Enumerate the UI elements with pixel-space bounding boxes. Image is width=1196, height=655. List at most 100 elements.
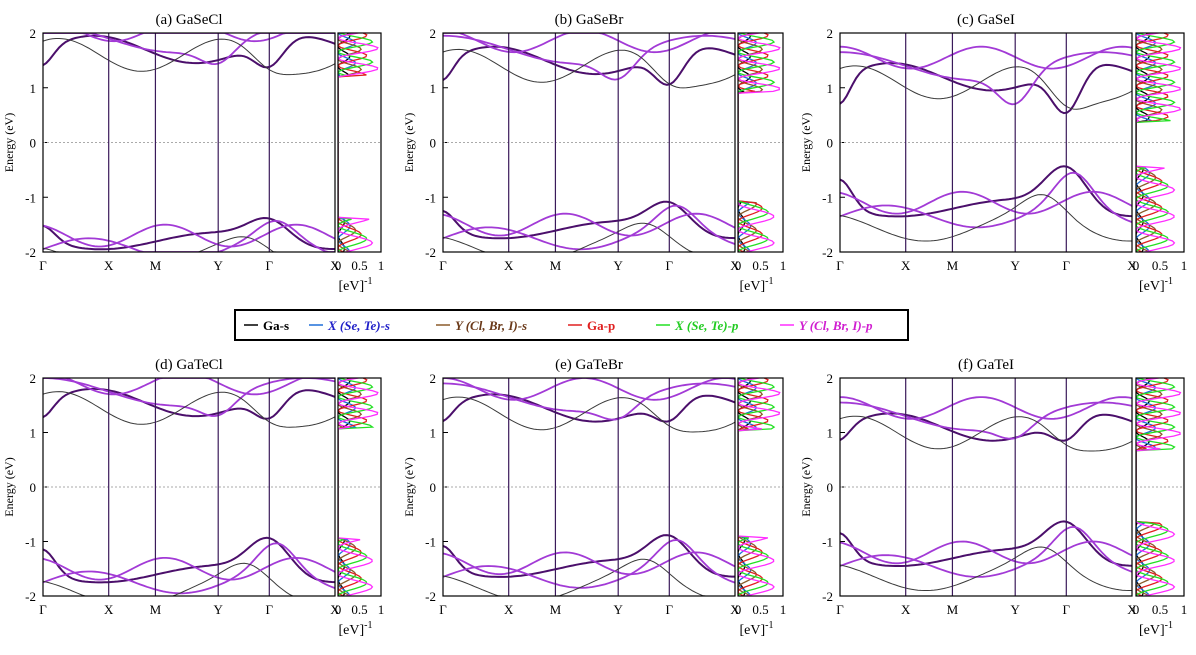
y-tick-label: 1 xyxy=(430,81,437,96)
k-point-label: M xyxy=(947,258,959,273)
y-tick-label: 2 xyxy=(30,26,37,41)
dos-curve xyxy=(1136,33,1176,252)
dos-curve xyxy=(1136,33,1182,252)
valence-band xyxy=(840,165,1132,218)
k-point-label: X xyxy=(330,602,340,617)
k-point-label: X xyxy=(901,602,911,617)
k-point-label: Y xyxy=(214,602,224,617)
y-tick-label: 2 xyxy=(430,371,437,386)
plot-frame xyxy=(442,32,736,253)
dos-curve xyxy=(338,378,363,596)
conduction-band xyxy=(43,378,335,417)
dos-tick-label: 1 xyxy=(1181,258,1188,273)
k-point-label: X xyxy=(330,258,340,273)
conduction-band xyxy=(43,33,335,43)
conduction-band xyxy=(443,393,735,423)
dos-axis-label: [eV]-1 xyxy=(339,276,373,294)
dos-curves xyxy=(738,33,781,252)
plot-frame xyxy=(42,377,336,597)
dos-axis-exponent: -1 xyxy=(765,620,773,631)
dos-tick-label: 0.5 xyxy=(1152,258,1168,273)
dos-axis-label: [eV]-1 xyxy=(1139,620,1173,638)
dos-axis-exponent: -1 xyxy=(1165,276,1173,287)
dos-axis-label: [eV]-1 xyxy=(740,620,774,638)
k-point-label: X xyxy=(504,602,514,617)
k-point-label: Γ xyxy=(266,602,274,617)
panel-title: (d) GaTeCl xyxy=(155,357,223,373)
dos-curve xyxy=(738,378,781,596)
dos-curve xyxy=(738,378,752,596)
dos-tick-label: 1 xyxy=(1181,602,1188,617)
dos-panel: 0 0.5 1 [eV]-1 xyxy=(1133,32,1188,294)
dos-curves xyxy=(1136,378,1182,596)
k-point-label: Γ xyxy=(836,258,844,273)
bands xyxy=(443,33,735,252)
dos-axis-exponent: -1 xyxy=(364,620,372,631)
dos-axis-exponent: -1 xyxy=(1165,620,1173,631)
k-point-label: X xyxy=(104,258,114,273)
y-tick-label: 2 xyxy=(827,371,834,386)
dos-curve xyxy=(738,33,781,252)
plot-frame xyxy=(42,32,336,253)
dos-frame xyxy=(337,377,382,597)
k-point-label: X xyxy=(730,258,740,273)
k-point-label: M xyxy=(550,602,562,617)
k-point-label: X xyxy=(901,258,911,273)
dos-tick-label: 1 xyxy=(780,258,787,273)
conduction-band xyxy=(443,48,735,89)
bands xyxy=(43,378,335,596)
y-tick-label: -1 xyxy=(425,190,436,205)
dos-curve xyxy=(1136,378,1163,596)
k-point-label: X xyxy=(504,258,514,273)
dos-curve xyxy=(338,33,351,252)
dos-curves xyxy=(338,378,379,596)
dos-curve xyxy=(1136,378,1150,596)
y-tick-label: -2 xyxy=(822,245,833,260)
y-tick-label: -1 xyxy=(25,190,36,205)
dos-tick-label: 0.5 xyxy=(752,258,768,273)
dos-frame xyxy=(337,32,382,253)
k-point-label: Γ xyxy=(39,602,47,617)
conduction-band xyxy=(840,412,1132,442)
valence-band xyxy=(43,219,335,252)
k-point-label: Γ xyxy=(439,258,447,273)
y-tick-label: 0 xyxy=(827,136,834,151)
dos-curve xyxy=(338,378,351,596)
dos-axis-exponent: -1 xyxy=(765,276,773,287)
y-tick-label: -1 xyxy=(425,535,436,550)
legend-label: X (Se, Te)-p xyxy=(674,318,739,333)
y-tick-label: -1 xyxy=(822,190,833,205)
dos-curve xyxy=(1136,33,1163,252)
conduction-band xyxy=(840,415,1132,452)
y-tick-label: -2 xyxy=(425,589,436,604)
k-point-label: M xyxy=(550,258,562,273)
panel-title: (e) GaTeBr xyxy=(555,357,623,373)
k-point-label: M xyxy=(947,602,959,617)
conduction-band xyxy=(43,38,335,76)
legend-box xyxy=(234,309,909,341)
dos-curve xyxy=(1136,33,1169,252)
dos-frame xyxy=(1135,377,1185,597)
plot-frame xyxy=(839,32,1133,253)
plot-frame xyxy=(839,377,1133,597)
y-tick-label: 1 xyxy=(30,81,37,96)
valence-band xyxy=(43,562,335,596)
dos-panel: 0 0.5 1 [eV]-1 xyxy=(1133,377,1188,638)
k-point-label: Y xyxy=(614,602,624,617)
dos-frame xyxy=(737,32,784,253)
y-axis-label: Energy (eV) xyxy=(799,113,813,172)
y-tick-label: 1 xyxy=(827,81,834,96)
dos-curve xyxy=(338,378,375,596)
legend-label: Ga-s xyxy=(263,318,289,333)
k-point-label: X xyxy=(104,602,114,617)
dos-tick-label: 1 xyxy=(378,258,385,273)
k-point-label: Γ xyxy=(266,258,274,273)
bands xyxy=(840,45,1132,242)
conduction-band xyxy=(43,33,335,66)
k-point-label: Γ xyxy=(1063,258,1071,273)
k-point-label: Γ xyxy=(666,602,674,617)
y-tick-label: -2 xyxy=(425,245,436,260)
